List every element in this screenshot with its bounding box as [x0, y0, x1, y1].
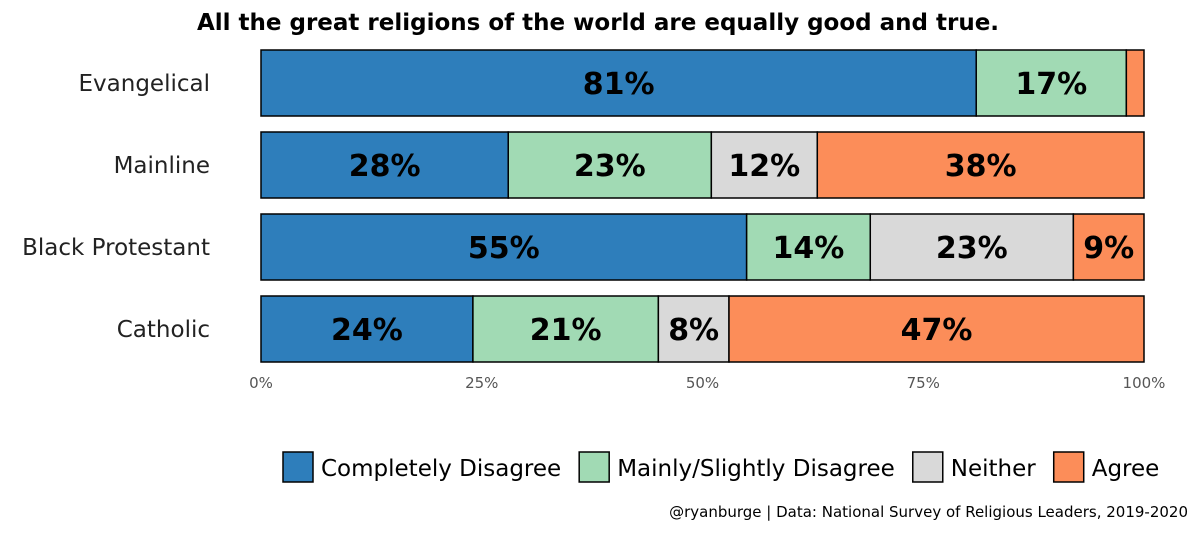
data-label: 24%: [331, 313, 403, 348]
data-label: 12%: [728, 149, 800, 184]
data-label: 55%: [468, 231, 540, 266]
data-label: 38%: [945, 149, 1017, 184]
legend-swatch: [912, 451, 944, 483]
data-label: 28%: [349, 149, 421, 184]
category-label: Mainline: [114, 153, 210, 179]
x-axis-ticks: 0% 25% 50% 75% 100%: [249, 374, 1165, 392]
bar-segment: [657, 295, 730, 363]
bar-segment: [472, 295, 660, 363]
data-label: 47%: [901, 313, 973, 348]
x-tick-label: 25%: [465, 374, 498, 392]
data-label: 21%: [530, 313, 602, 348]
chart-title: All the great religions of the world are…: [197, 10, 999, 36]
legend-label: Mainly/Slightly Disagree: [617, 456, 895, 482]
x-tick-label: 50%: [686, 374, 719, 392]
data-label: 23%: [936, 231, 1008, 266]
data-label: 8%: [668, 313, 719, 348]
legend-label: Neither: [951, 456, 1036, 482]
data-label: 14%: [773, 231, 845, 266]
bar-segment: [260, 213, 748, 281]
category-label: Black Protestant: [22, 235, 210, 261]
bar-segment: [869, 213, 1075, 281]
data-label: 9%: [1083, 231, 1134, 266]
bar-segment: [260, 131, 509, 199]
legend-label: Agree: [1092, 456, 1160, 482]
legend-swatch: [282, 451, 314, 483]
bar-segment: [260, 49, 977, 117]
bar-segment: [816, 131, 1145, 199]
bar-segment: [710, 131, 819, 199]
category-label: Evangelical: [79, 71, 210, 97]
chart-caption: @ryanburge | Data: National Survey of Re…: [669, 503, 1188, 521]
data-label: 23%: [574, 149, 646, 184]
bar-segment: [1072, 213, 1145, 281]
legend-label: Completely Disagree: [321, 456, 561, 482]
category-label: Catholic: [117, 317, 210, 343]
bars: 81% 17% 28% 23% 12% 38% 55% 14% 23% 9% 24% 21% 8% 47%: [260, 49, 1145, 363]
bar-segment: [507, 131, 713, 199]
bar-segment: [728, 295, 1145, 363]
x-tick-label: 100%: [1123, 374, 1166, 392]
bar-segment: [975, 49, 1128, 117]
legend-swatch: [1052, 451, 1085, 483]
data-label: 81%: [583, 67, 655, 102]
bar-segment: [745, 213, 872, 281]
category-labels: Evangelical Mainline Black Protestant Catho…: [22, 71, 210, 343]
legend: Completely Disagree Mainly/Slightly Disag…: [282, 451, 1160, 483]
x-tick-label: 0%: [249, 374, 273, 392]
bar-segment: [1125, 49, 1145, 117]
x-tick-label: 75%: [907, 374, 940, 392]
data-label: 17%: [1015, 67, 1087, 102]
legend-swatch: [578, 451, 610, 483]
